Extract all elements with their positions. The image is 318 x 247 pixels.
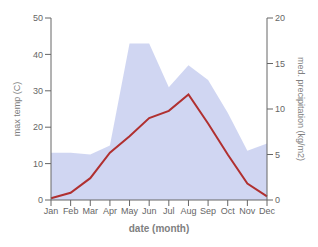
svg-text:Jul: Jul	[163, 206, 175, 216]
svg-text:Feb: Feb	[63, 206, 79, 216]
svg-text:Mar: Mar	[83, 206, 99, 216]
svg-text:May: May	[121, 206, 139, 216]
svg-text:10: 10	[33, 159, 43, 169]
svg-text:5: 5	[275, 150, 280, 160]
svg-text:20: 20	[275, 13, 285, 23]
svg-text:Sep: Sep	[200, 206, 216, 216]
svg-text:15: 15	[275, 59, 285, 69]
svg-text:10: 10	[275, 104, 285, 114]
svg-text:30: 30	[33, 86, 43, 96]
svg-text:date (month): date (month)	[129, 223, 190, 234]
svg-text:0: 0	[275, 195, 280, 205]
svg-text:max temp (C): max temp (C)	[12, 82, 22, 137]
svg-text:0: 0	[38, 195, 43, 205]
svg-text:Nov: Nov	[239, 206, 256, 216]
svg-text:med. precipitation (kg/m2): med. precipitation (kg/m2)	[296, 57, 306, 161]
svg-text:50: 50	[33, 13, 43, 23]
svg-text:Aug: Aug	[180, 206, 196, 216]
svg-text:Dec: Dec	[259, 206, 276, 216]
svg-text:Oct: Oct	[221, 206, 236, 216]
svg-text:Jun: Jun	[142, 206, 157, 216]
svg-text:40: 40	[33, 50, 43, 60]
svg-text:Jan: Jan	[44, 206, 59, 216]
svg-text:20: 20	[33, 122, 43, 132]
svg-text:Apr: Apr	[103, 206, 117, 216]
